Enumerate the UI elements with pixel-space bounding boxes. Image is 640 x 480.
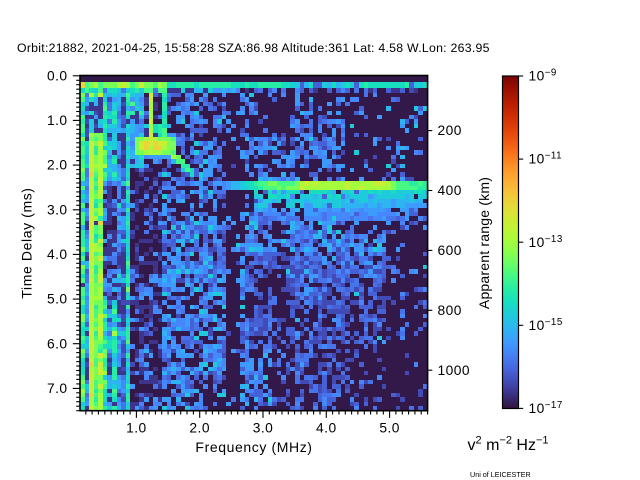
- svg-text:1.0: 1.0: [126, 421, 147, 436]
- svg-text:5.0: 5.0: [379, 421, 400, 436]
- svg-text:600: 600: [438, 243, 462, 258]
- svg-text:Apparent range (km): Apparent range (km): [476, 177, 492, 309]
- svg-text:10−13: 10−13: [529, 234, 563, 250]
- svg-text:10−9: 10−9: [529, 68, 557, 84]
- svg-text:0.0: 0.0: [47, 68, 68, 83]
- svg-text:400: 400: [438, 183, 462, 198]
- svg-text:4.0: 4.0: [316, 421, 337, 436]
- svg-text:Frequency (MHz): Frequency (MHz): [195, 439, 312, 455]
- svg-text:Orbit:21882, 2021-04-25, 15:58: Orbit:21882, 2021-04-25, 15:58:28 SZA:86…: [17, 41, 490, 55]
- svg-text:10−17: 10−17: [529, 400, 563, 416]
- svg-text:2.0: 2.0: [47, 158, 68, 173]
- svg-text:800: 800: [438, 303, 462, 318]
- svg-text:10−15: 10−15: [529, 317, 563, 333]
- svg-text:4.0: 4.0: [47, 247, 68, 262]
- svg-text:6.0: 6.0: [47, 336, 68, 351]
- svg-text:1000: 1000: [438, 363, 471, 378]
- svg-text:3.0: 3.0: [253, 421, 274, 436]
- svg-text:Uni of LEICESTER: Uni of LEICESTER: [470, 470, 531, 479]
- svg-text:Time Delay (ms): Time Delay (ms): [19, 187, 35, 298]
- svg-text:2.0: 2.0: [189, 421, 210, 436]
- svg-text:200: 200: [438, 123, 462, 138]
- svg-text:10−11: 10−11: [529, 151, 563, 167]
- svg-text:5.0: 5.0: [47, 292, 68, 307]
- svg-text:7.0: 7.0: [47, 381, 68, 396]
- svg-text:1.0: 1.0: [47, 113, 68, 128]
- svg-text:v2 m−2 Hz−1: v2 m−2 Hz−1: [468, 435, 549, 455]
- svg-text:3.0: 3.0: [47, 202, 68, 217]
